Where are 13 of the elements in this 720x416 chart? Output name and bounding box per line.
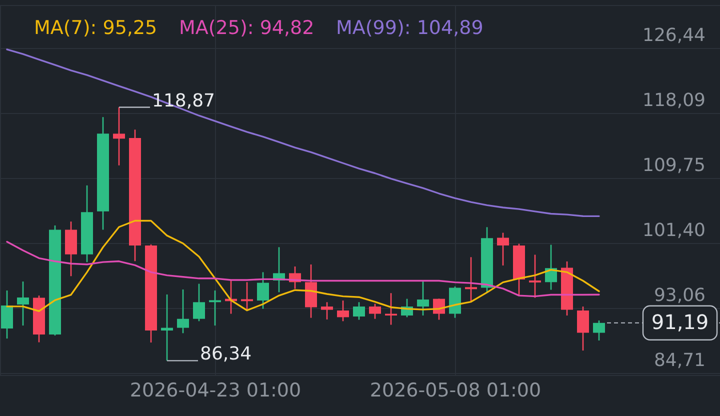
y-tick-label: 109,75 bbox=[642, 154, 706, 176]
ref-line-label: 91,19 bbox=[651, 310, 709, 334]
text: MA(7): 95,25 bbox=[34, 16, 158, 39]
y-tick-label: 84,71 bbox=[654, 350, 706, 371]
x-tick-label: 2026-05-08 01:00 bbox=[370, 380, 542, 402]
annotation: 86,34 bbox=[200, 344, 252, 365]
y-tick-label: 93,06 bbox=[654, 284, 706, 306]
y-tick-label: 101,40 bbox=[642, 220, 706, 241]
x-tick-label: 2026-04-23 01:00 bbox=[130, 380, 302, 402]
text: MA(99): 104,89 bbox=[336, 16, 484, 39]
y-tick-label: 118,09 bbox=[642, 90, 706, 111]
text: MA(25): 94,82 bbox=[179, 16, 314, 39]
y-tick-label: 126,44 bbox=[642, 24, 706, 46]
